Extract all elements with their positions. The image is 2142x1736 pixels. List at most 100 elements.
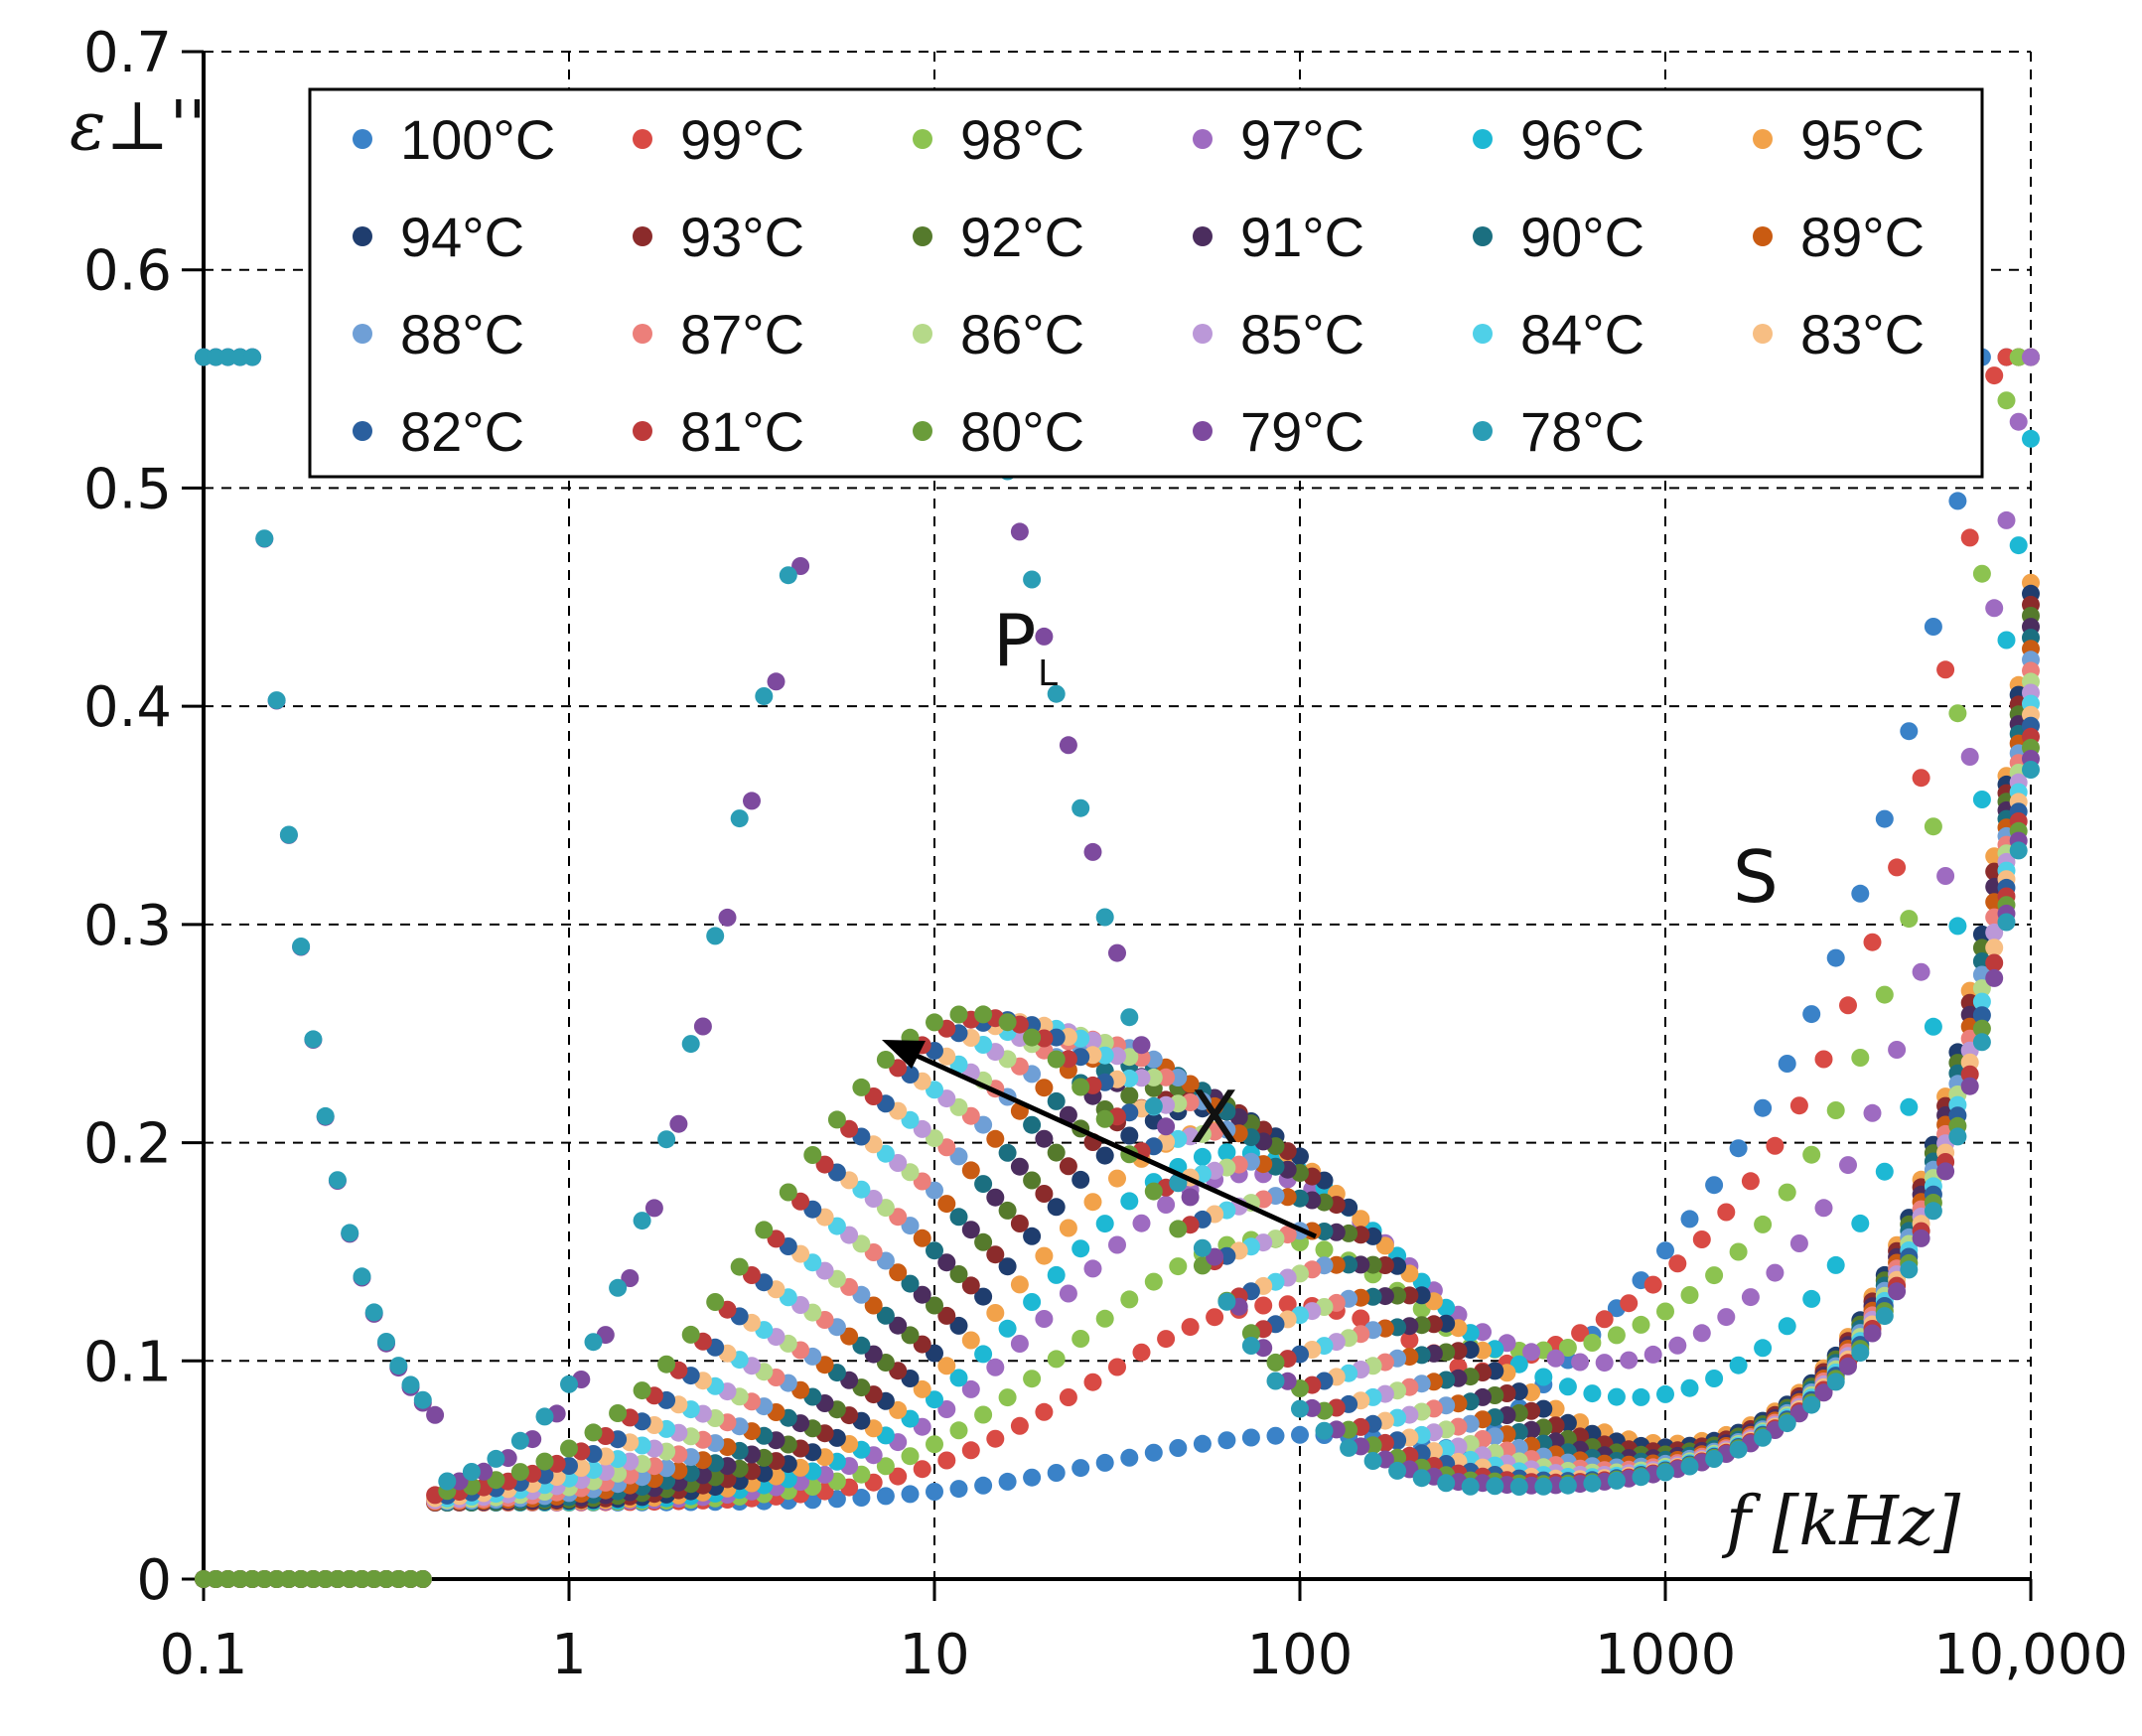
- data-point: [1692, 1324, 1711, 1343]
- data-point: [1936, 660, 1955, 679]
- data-point: [230, 1570, 249, 1588]
- data-point: [535, 1407, 554, 1426]
- data-point: [1692, 1230, 1711, 1248]
- data-point: [1571, 1324, 1590, 1343]
- data-point: [706, 927, 725, 945]
- data-point: [949, 1208, 968, 1227]
- data-point: [1120, 1192, 1139, 1211]
- legend-label: 86°C: [960, 303, 1084, 365]
- data-point: [1875, 809, 1894, 828]
- data-point: [1863, 1103, 1882, 1122]
- data-point: [1108, 943, 1126, 962]
- legend-marker: [1193, 226, 1213, 246]
- legend-marker: [913, 226, 932, 246]
- data-point: [1352, 1309, 1370, 1328]
- legend-marker: [633, 226, 652, 246]
- data-point: [669, 1114, 688, 1133]
- data-point: [510, 1463, 529, 1482]
- data-point: [1169, 1439, 1188, 1457]
- data-point: [1340, 1438, 1358, 1457]
- data-point: [864, 1087, 883, 1105]
- data-point: [1522, 1343, 1541, 1362]
- data-point: [864, 1190, 883, 1208]
- legend-marker: [353, 129, 372, 149]
- data-point: [1863, 1324, 1882, 1343]
- data-point: [1875, 985, 1894, 1004]
- data-point: [560, 1439, 578, 1458]
- data-point: [889, 1400, 908, 1419]
- data-point: [1095, 908, 1114, 927]
- legend-label: 84°C: [1520, 303, 1644, 365]
- data-point: [1656, 1384, 1674, 1403]
- legend-label: 83°C: [1800, 303, 1925, 365]
- data-point: [1997, 391, 2016, 410]
- data-point: [1023, 570, 1042, 589]
- data-point: [1266, 1426, 1285, 1445]
- data-point: [377, 1333, 395, 1351]
- data-point: [889, 1316, 908, 1335]
- x-mode-label: X: [1190, 1076, 1238, 1159]
- legend-marker: [1753, 129, 1773, 149]
- data-point: [1363, 1452, 1382, 1470]
- data-point: [1607, 1326, 1626, 1345]
- data-point: [1035, 627, 1054, 646]
- data-point: [1900, 722, 1919, 741]
- data-point: [803, 1146, 822, 1164]
- data-point: [998, 1388, 1017, 1407]
- data-point: [304, 1570, 323, 1588]
- data-point: [1144, 1096, 1163, 1115]
- data-point: [998, 1201, 1017, 1220]
- data-point: [1120, 1290, 1139, 1309]
- data-point: [889, 1263, 908, 1282]
- data-point: [791, 557, 810, 575]
- legend-marker: [913, 129, 932, 149]
- legend-label: 93°C: [680, 206, 804, 268]
- data-point: [1217, 1431, 1236, 1450]
- series-84°C: [195, 694, 2040, 1588]
- data-point: [926, 1013, 943, 1032]
- data-point: [1754, 1339, 1773, 1358]
- peak-label-p: P: [993, 599, 1036, 682]
- data-point: [852, 1180, 871, 1199]
- data-point: [341, 1570, 359, 1588]
- data-point: [974, 1476, 993, 1495]
- data-point: [1558, 1377, 1577, 1396]
- data-point: [1985, 968, 2004, 987]
- data-point: [413, 1390, 432, 1409]
- data-point: [1972, 1006, 1991, 1025]
- data-point: [876, 1051, 895, 1069]
- data-point: [961, 1276, 980, 1295]
- series-85°C: [195, 683, 2040, 1588]
- data-point: [1375, 1236, 1394, 1255]
- data-point: [913, 1335, 931, 1354]
- data-point: [195, 348, 213, 366]
- data-point: [1717, 1308, 1736, 1327]
- data-point: [1083, 1259, 1102, 1278]
- data-point: [267, 691, 286, 710]
- data-point: [1778, 1317, 1796, 1336]
- data-point: [1583, 1334, 1602, 1352]
- data-point: [1802, 1395, 1821, 1414]
- data-point: [864, 1296, 883, 1315]
- data-point: [1035, 1079, 1054, 1097]
- data-point: [1071, 1239, 1090, 1258]
- legend-label: 97°C: [1240, 108, 1364, 171]
- data-point: [986, 1188, 1005, 1207]
- data-point: [1217, 1292, 1236, 1311]
- data-point: [1888, 1041, 1907, 1059]
- data-point: [1241, 1428, 1260, 1447]
- legend-label: 96°C: [1520, 108, 1644, 171]
- data-point: [1181, 1318, 1200, 1337]
- data-point: [876, 1306, 895, 1325]
- data-point: [1948, 704, 1967, 723]
- data-point: [1059, 1388, 1077, 1406]
- data-point: [974, 1287, 993, 1306]
- legend-marker: [1193, 421, 1213, 441]
- data-point: [974, 1232, 993, 1251]
- data-point: [1083, 842, 1102, 861]
- data-point: [840, 1119, 859, 1138]
- legend-marker: [633, 324, 652, 344]
- data-point: [1960, 748, 1979, 766]
- data-point: [1132, 1214, 1151, 1232]
- data-point: [1071, 798, 1090, 817]
